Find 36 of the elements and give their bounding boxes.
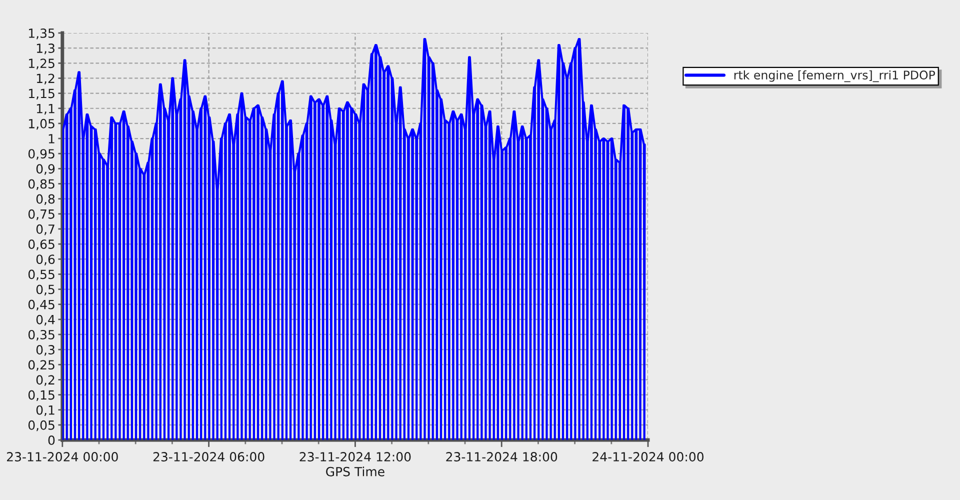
- y-tick-label: 0,35: [28, 330, 54, 341]
- y-tick-label: 0,75: [28, 209, 54, 220]
- y-tick-label: 0,55: [28, 270, 54, 280]
- y-tick-label: 0,15: [28, 390, 54, 401]
- y-tick-label: 1,25: [28, 58, 54, 70]
- y-tick-label: 0: [48, 435, 55, 445]
- x-axis-title: GPS Time: [326, 466, 384, 476]
- x-tick-label: 24-11-2024 00:00: [592, 452, 704, 462]
- x-tick-label: 23-11-2024 00:00: [6, 452, 118, 462]
- y-tick-label: 0,8: [36, 194, 55, 206]
- x-tick-label: 23-11-2024 18:00: [446, 452, 558, 462]
- y-tick-label: 1,05: [28, 118, 54, 130]
- y-tick-label: 1,15: [28, 88, 54, 100]
- y-tick-label: 1,2: [36, 74, 54, 84]
- y-tick-label: 1: [48, 134, 54, 144]
- x-tick-label: 23-11-2024 12:00: [300, 452, 411, 462]
- y-tick-label: 0,5: [36, 284, 54, 296]
- y-tick-label: 1,3: [36, 44, 54, 54]
- y-tick-label: 1,35: [28, 28, 54, 40]
- y-tick-label: 0,9: [36, 164, 55, 175]
- y-tick-label: 0,4: [36, 314, 55, 326]
- y-tick-label: 0,1: [36, 405, 54, 416]
- line-series: [62, 38, 646, 440]
- y-tick-label: 0,95: [28, 149, 54, 160]
- legend-label: rtk engine [femern_vrs]_rri1 PDOP: [734, 70, 936, 82]
- y-tick-label: 0,3: [36, 345, 54, 356]
- y-tick-label: 0,05: [28, 420, 54, 432]
- y-tick-label: 0,45: [28, 300, 54, 311]
- y-tick-label: 0,85: [28, 179, 54, 190]
- y-tick-label: 0,25: [28, 360, 54, 371]
- y-tick-label: 0,65: [28, 240, 54, 250]
- y-tick-label: 0,6: [36, 254, 55, 266]
- x-tick-label: 23-11-2024 06:00: [153, 452, 264, 462]
- y-tick-label: 0,2: [36, 375, 54, 386]
- y-tick-label: 1,1: [36, 104, 54, 115]
- y-tick-label: 0,7: [36, 224, 54, 236]
